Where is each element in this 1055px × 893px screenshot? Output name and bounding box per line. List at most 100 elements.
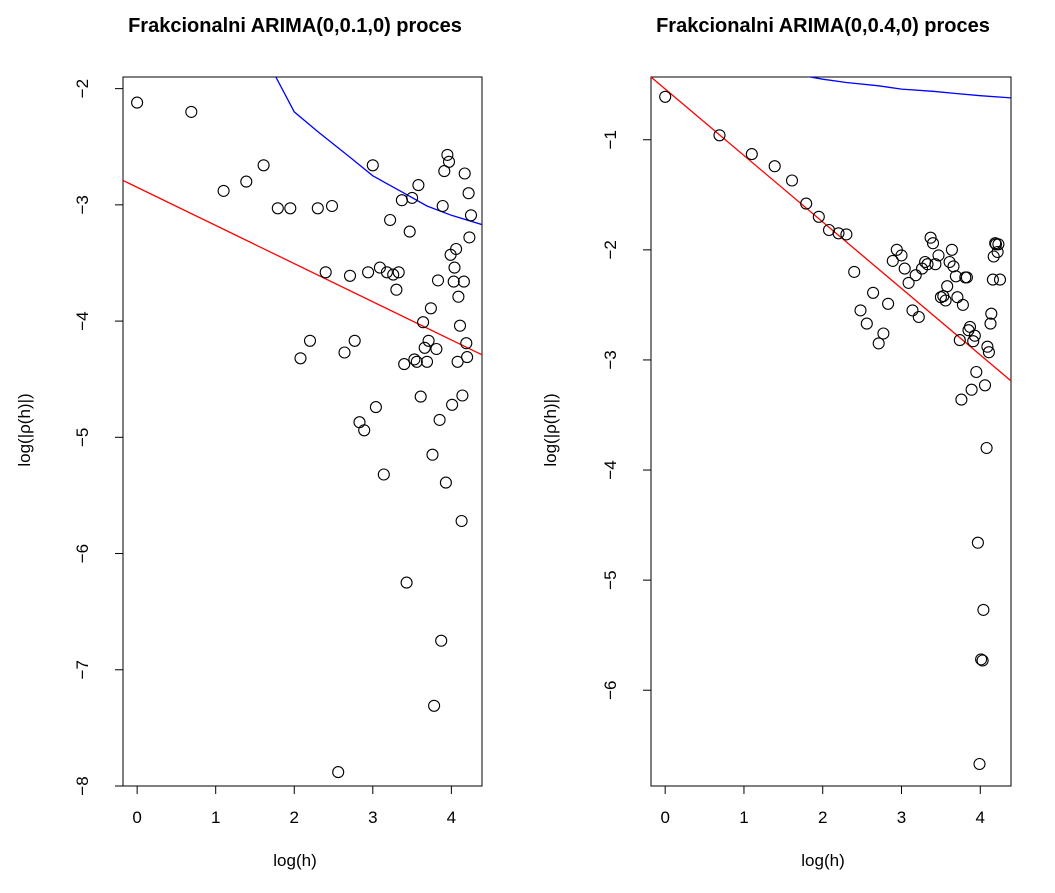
data-point — [886, 254, 899, 267]
data-point — [975, 653, 988, 666]
y-tick-label: −7 — [73, 660, 92, 679]
data-point — [848, 265, 861, 278]
data-point — [417, 316, 430, 329]
data-point — [919, 255, 932, 269]
data-point — [909, 269, 922, 282]
y-tick-label: −6 — [73, 544, 92, 563]
data-point — [319, 266, 332, 279]
data-point — [854, 304, 867, 317]
data-point — [418, 341, 431, 354]
y-tick-label: −8 — [73, 776, 92, 795]
data-point — [398, 358, 411, 371]
data-point — [860, 317, 873, 330]
data-point — [433, 413, 446, 426]
data-point — [431, 274, 445, 287]
data-point — [414, 390, 427, 403]
data-point — [439, 476, 452, 489]
axis-ticks: 0 1 2 3 4 −8 −7 −6 −5 −4 −3 −2 — [73, 79, 456, 827]
data-point — [945, 243, 958, 256]
data-point — [395, 194, 408, 207]
data-point — [785, 174, 799, 187]
data-point — [978, 379, 992, 392]
y-tick-label: −5 — [73, 428, 92, 447]
x-tick-label: 4 — [976, 808, 985, 827]
data-point — [976, 654, 989, 667]
data-point — [435, 634, 448, 647]
data-point — [442, 155, 456, 168]
data-point — [971, 536, 984, 549]
data-point — [131, 96, 144, 109]
data-points — [131, 96, 478, 779]
data-point — [800, 197, 813, 210]
data-point — [311, 202, 324, 215]
plot-frame — [122, 76, 483, 787]
data-point — [980, 441, 993, 455]
data-point — [284, 202, 297, 215]
data-point — [924, 231, 937, 244]
data-point — [832, 227, 845, 240]
series-lines — [123, 77, 482, 356]
data-point — [428, 699, 441, 712]
data-point — [366, 159, 379, 172]
data-point — [956, 298, 969, 311]
data-point — [424, 302, 437, 315]
data-point — [377, 468, 390, 481]
data-point — [912, 310, 925, 324]
data-point — [452, 290, 465, 303]
data-point — [450, 242, 463, 256]
data-point — [965, 383, 978, 396]
data-point — [338, 346, 351, 359]
data-point — [217, 184, 230, 197]
data-point — [768, 160, 781, 173]
data-point — [986, 273, 999, 286]
y-tick-label: −1 — [601, 130, 620, 149]
data-point — [343, 269, 357, 282]
data-points — [659, 90, 1007, 771]
data-point — [453, 319, 467, 332]
data-point — [380, 266, 393, 279]
data-point — [422, 334, 435, 347]
data-point — [926, 237, 940, 250]
data-point — [373, 261, 386, 274]
data-point — [981, 340, 994, 353]
data-point — [403, 225, 416, 238]
data-point — [943, 255, 956, 269]
data-point — [955, 393, 968, 406]
chart-title: Frakcionalni ARIMA(0,0.1,0) proces — [128, 15, 462, 37]
data-point — [941, 280, 954, 293]
data-point — [408, 353, 421, 366]
y-tick-label: −3 — [73, 195, 92, 214]
data-point — [406, 191, 419, 204]
data-point — [362, 266, 375, 279]
data-point — [185, 105, 198, 118]
data-point — [987, 250, 1000, 263]
data-point — [895, 249, 908, 262]
y-tick-label: −3 — [601, 350, 620, 369]
data-point — [387, 268, 400, 281]
y-axis-label: log(|ρ(h)|) — [15, 393, 34, 466]
data-point — [953, 334, 966, 347]
data-point — [659, 90, 672, 103]
data-point — [968, 329, 981, 342]
data-point — [446, 398, 459, 411]
data-point — [384, 213, 397, 227]
data-point — [325, 199, 339, 213]
x-tick-label: 1 — [211, 808, 220, 827]
data-point — [240, 175, 253, 188]
data-point — [392, 266, 405, 279]
y-tick-label: −6 — [601, 681, 620, 700]
y-tick-label: −2 — [73, 79, 92, 98]
data-point — [257, 159, 270, 172]
data-point — [420, 355, 434, 368]
data-point — [400, 576, 413, 589]
data-point — [812, 210, 825, 223]
data-point — [426, 448, 439, 461]
data-point — [463, 231, 476, 244]
data-point — [960, 271, 973, 284]
data-point — [840, 228, 853, 241]
x-axis-label: log(h) — [801, 851, 844, 870]
data-point — [745, 148, 758, 161]
x-tick-label: 3 — [368, 808, 377, 827]
series-line-blue — [806, 77, 1011, 99]
